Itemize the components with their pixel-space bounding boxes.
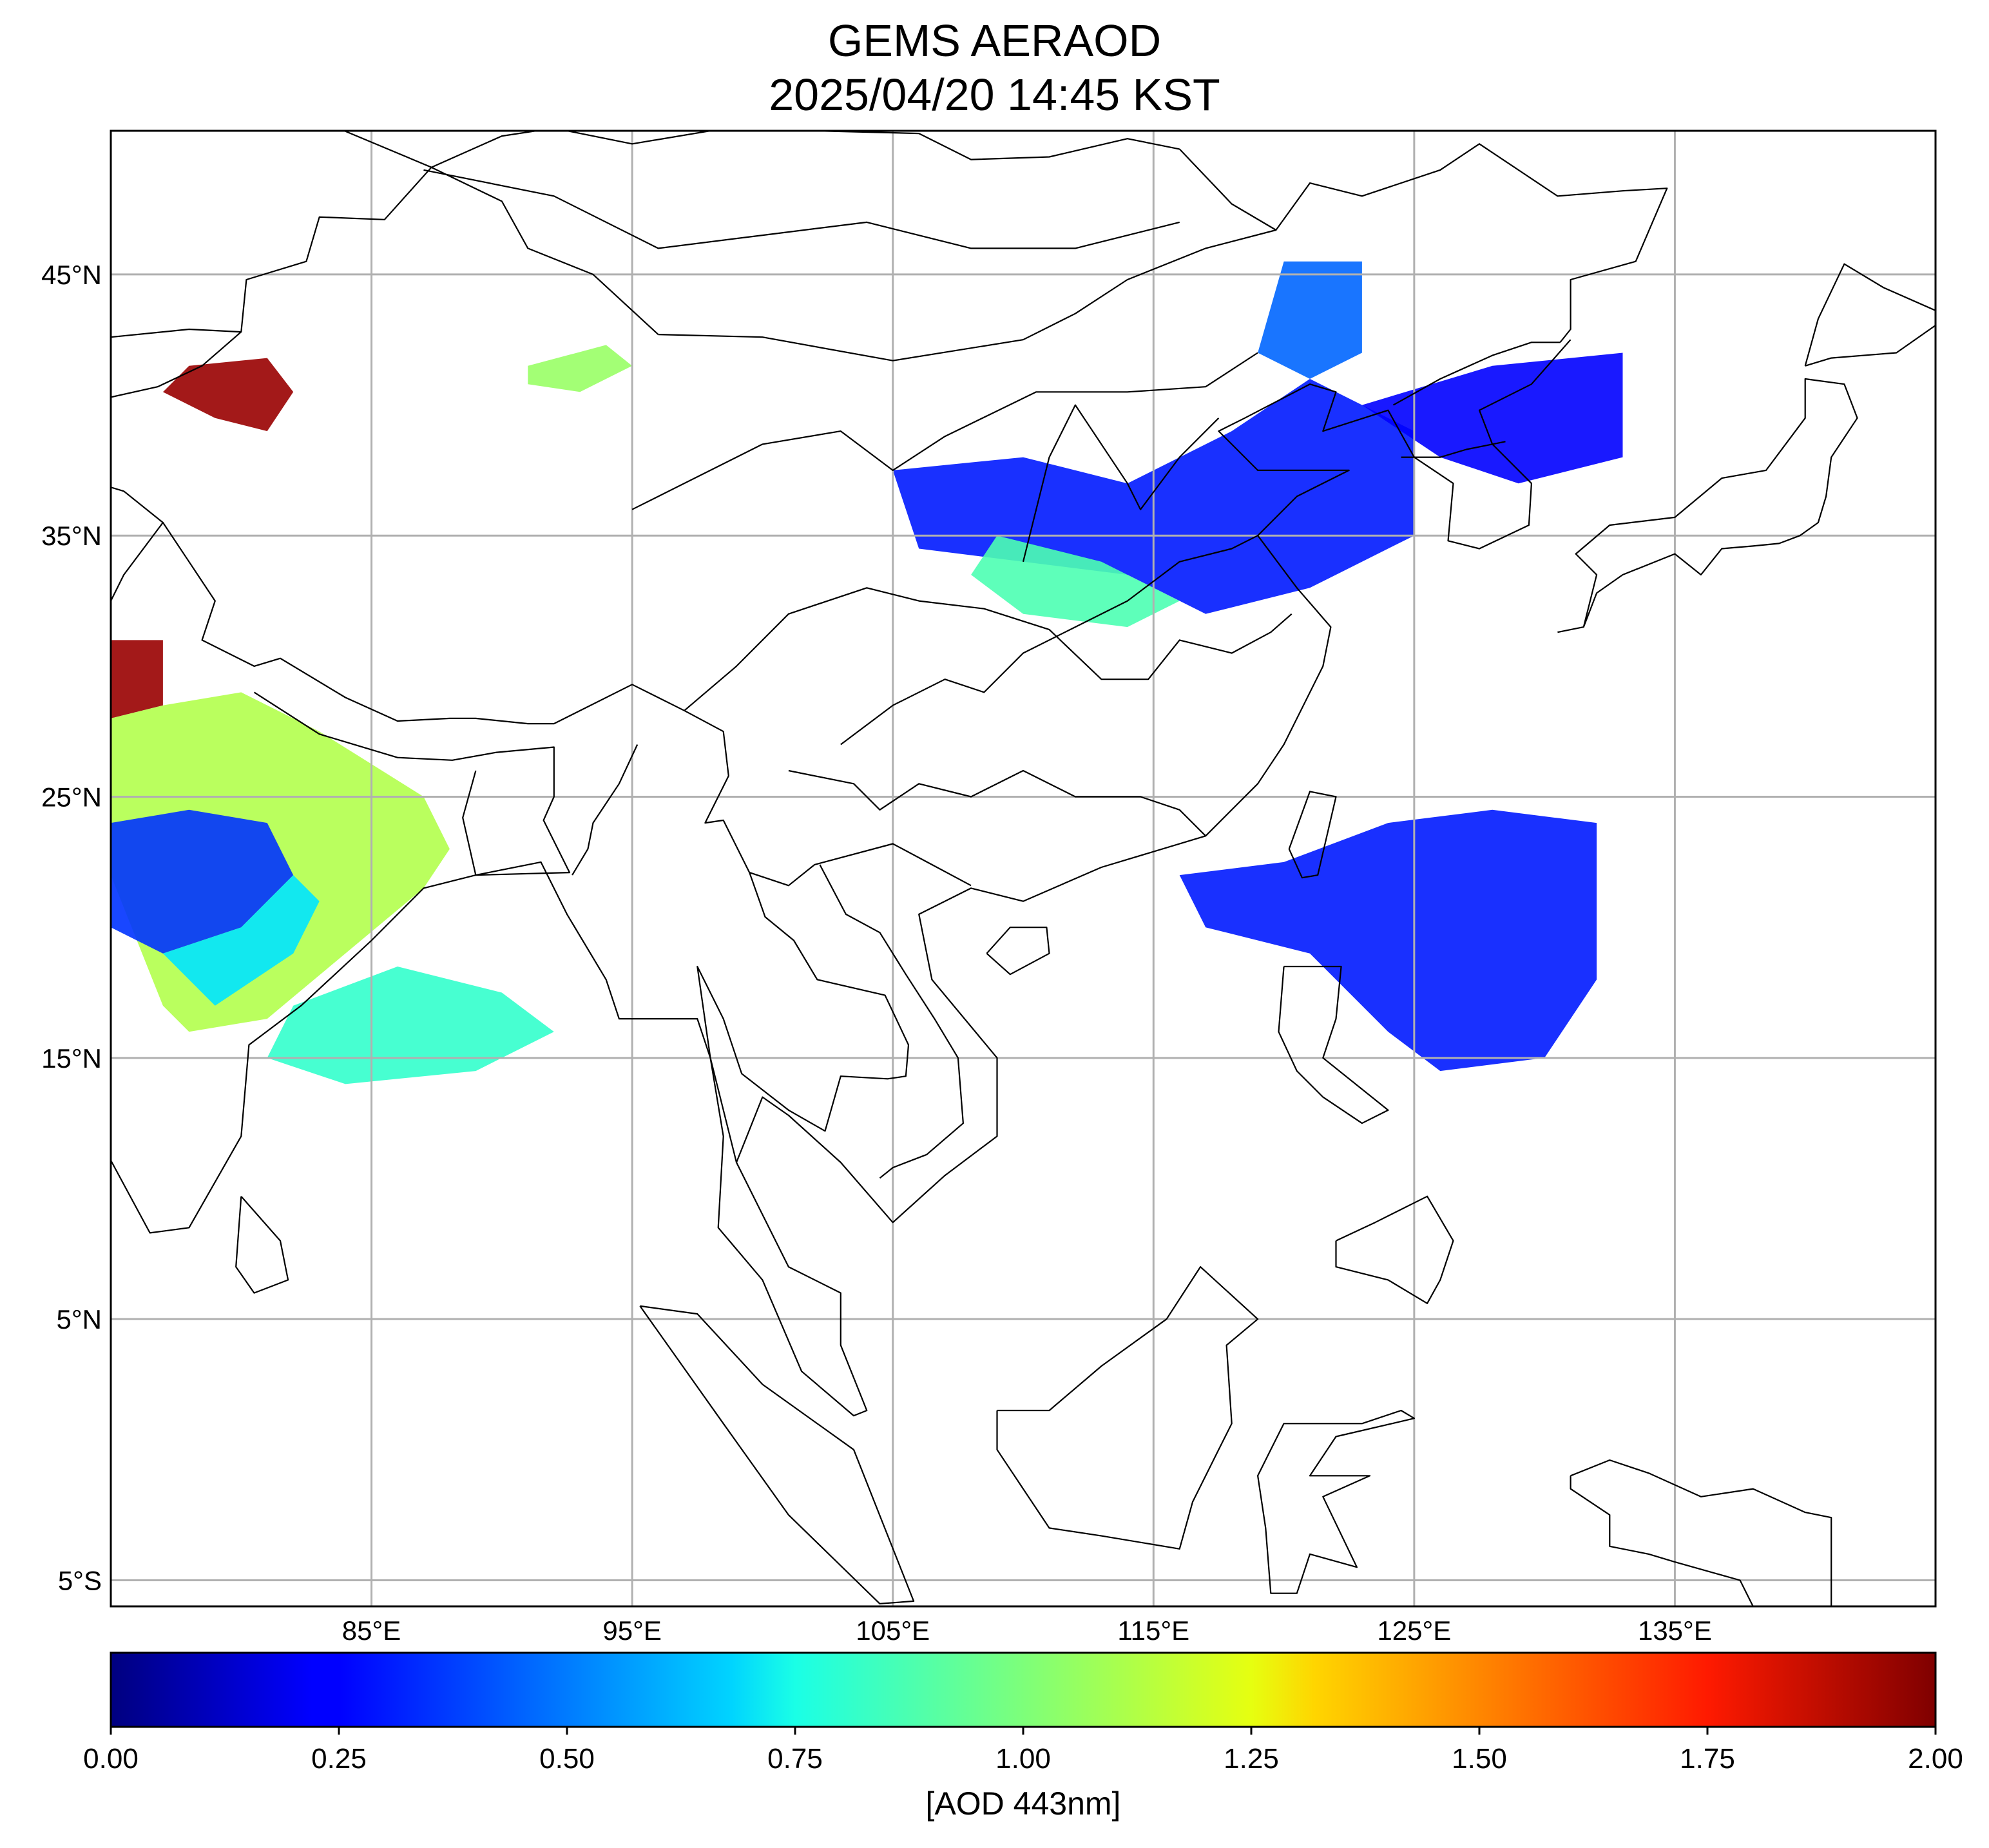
boundary-china-mongolia (658, 148, 1277, 361)
boundary-sulawesi (1256, 1409, 1415, 1594)
lat-tick-label: 5°N (57, 1304, 102, 1334)
boundary-india-coast (111, 861, 711, 1234)
boundary-japan-honshu (1557, 378, 1858, 633)
longitude-labels: 85°E 95°E 105°E 115°E 125°E 135°E (342, 1615, 1712, 1646)
boundary-kazakhstan-russia (111, 131, 432, 168)
lat-tick-label: 25°N (41, 782, 102, 813)
boundary-tibet-india-border (162, 522, 972, 887)
lat-tick-label: 15°N (41, 1043, 102, 1073)
aod-region-northeast-china (1258, 261, 1362, 379)
boundary-china-north-interior (631, 352, 1258, 510)
boundary-new-guinea (1570, 1459, 1832, 1606)
boundary-vietnam-laos-cambodia (819, 864, 965, 1179)
boundary-mongolia-interior (423, 169, 1180, 249)
boundary-china-province-b (788, 769, 1206, 837)
boundary-pakistan-afghanistan (111, 486, 164, 602)
boundary-indochina-coast (709, 339, 1571, 1417)
lon-tick-label: 105°E (856, 1615, 930, 1646)
boundary-china-province-d (1022, 404, 1220, 563)
colorbar-tick-label: 0.75 (767, 1743, 823, 1775)
boundary-kyrgyzstan-tajikistan (111, 328, 242, 398)
boundary-myanmar-thailand-laos (697, 872, 910, 1163)
aod-region-western-pacific (1179, 809, 1597, 1072)
boundary-nepal-bhutan-bangladesh (253, 691, 571, 876)
colorbar-label: [AOD 443nm] (926, 1785, 1121, 1822)
boundary-china-province-a (684, 587, 1292, 711)
boundary-sumatra (639, 1305, 915, 1604)
colorbar-tick-label: 2.00 (1908, 1743, 1963, 1775)
boundary-mindanao (1335, 1195, 1454, 1304)
boundary-korea-dmz (1401, 441, 1506, 458)
boundary-borneo (996, 1266, 1259, 1550)
boundary-taiwan (1288, 791, 1337, 879)
colorbar-ticks: 0.00 0.25 0.50 0.75 1.00 1.25 1.50 1.75 2.00 (83, 1727, 1963, 1775)
lon-tick-label: 115°E (1117, 1615, 1189, 1646)
colorbar-gradient (110, 1651, 1937, 1728)
aod-region-central-india-low (111, 809, 294, 954)
lon-tick-label: 125°E (1377, 1615, 1451, 1646)
colorbar-tick-label: 0.25 (311, 1743, 367, 1775)
aod-region-tarim-edge (528, 345, 633, 392)
boundary-hokkaido (1804, 263, 1936, 367)
lon-tick-label: 85°E (342, 1615, 401, 1646)
colorbar-tick-label: 0.00 (83, 1743, 139, 1775)
aod-region-bay-of-bengal (267, 967, 554, 1084)
lon-tick-label: 135°E (1638, 1615, 1712, 1646)
colorbar-tick-label: 1.75 (1680, 1743, 1735, 1775)
boundary-sri-lanka (235, 1195, 289, 1294)
lat-tick-label: 35°N (41, 521, 102, 551)
aod-region-northwest-india-high (111, 640, 163, 718)
map-subtitle-timestamp: 2025/04/20 14:45 KST (769, 70, 1220, 120)
colorbar-tick-label: 0.50 (539, 1743, 595, 1775)
lat-tick-label: 45°N (41, 260, 102, 290)
boundary-china-russia-east (1275, 143, 1668, 343)
lat-tick-label: 5°S (58, 1565, 102, 1595)
map-title: GEMS AERAOD (827, 15, 1162, 66)
aod-region-korea-east-sea (1361, 352, 1623, 484)
latitude-labels: 45°N 35°N 25°N 15°N 5°N 5°S (41, 260, 102, 1596)
boundary-russia-mongolia (431, 131, 1180, 168)
boundary-hainan (986, 927, 1050, 976)
boundary-china-province-c (840, 535, 1258, 746)
colorbar: 0.00 0.25 0.50 0.75 1.00 1.25 1.50 1.75 2.00 [AO… (83, 1651, 1963, 1822)
map-frame (110, 130, 1937, 1608)
boundary-india-myanmar (572, 744, 639, 876)
coastlines-and-borders (111, 131, 1936, 1606)
aod-data-layer (111, 261, 1623, 1084)
gridlines (111, 131, 1936, 1606)
aod-region-central-india-mid (162, 875, 320, 1006)
boundary-luzon (1278, 965, 1389, 1124)
aod-region-taklamakan-high (162, 358, 294, 432)
aod-region-loess-plateau (971, 535, 1180, 628)
colorbar-tick-label: 1.50 (1452, 1743, 1507, 1775)
colorbar-tick-label: 1.25 (1224, 1743, 1279, 1775)
lon-tick-label: 95°E (602, 1615, 662, 1646)
boundary-kazakhstan-china (240, 166, 659, 335)
colorbar-tick-label: 1.00 (995, 1743, 1051, 1775)
boundary-china-korea (1392, 342, 1561, 406)
